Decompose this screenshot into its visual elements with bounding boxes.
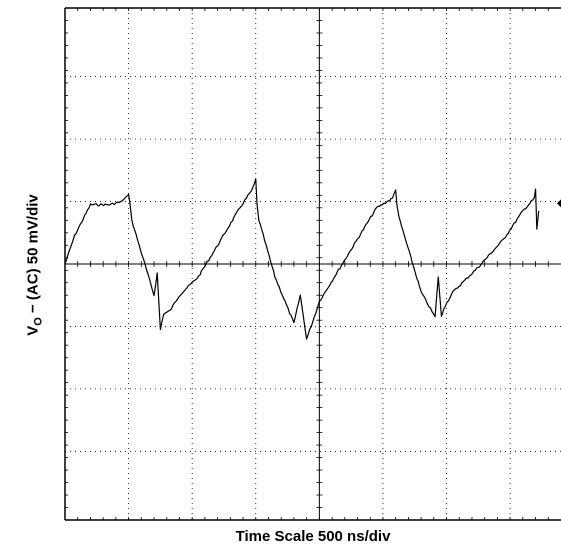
y-axis-label-rest: − (AC) 50 mV/div — [24, 194, 42, 318]
y-axis-label: VO − (AC) 50 mV/div — [14, 140, 52, 390]
plot-frame — [64, 7, 561, 521]
waveform-line — [64, 178, 540, 340]
y-axis-label-main: V — [24, 325, 42, 336]
trigger-level-marker — [557, 199, 561, 208]
x-axis-label: Time Scale 500 ns/div — [235, 528, 391, 545]
waveform-trace — [64, 178, 540, 340]
trigger-marker-arrow — [557, 199, 561, 208]
y-axis-label-subscript: O — [32, 317, 45, 326]
graticule — [65, 8, 561, 521]
